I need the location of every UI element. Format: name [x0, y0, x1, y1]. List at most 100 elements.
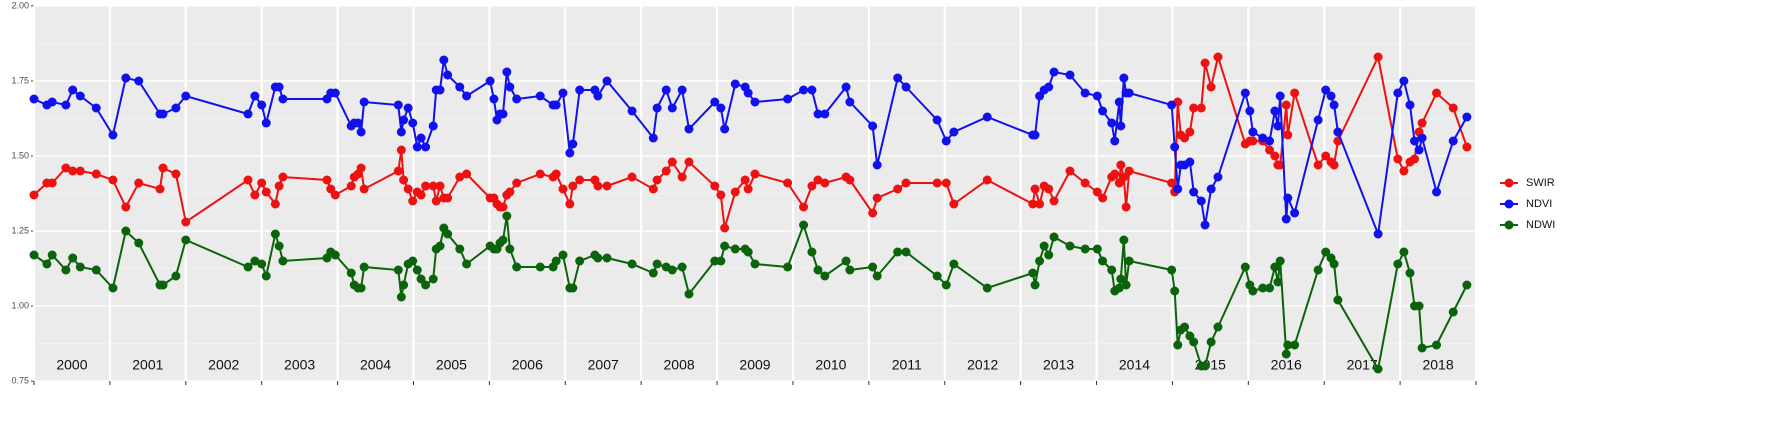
point — [1196, 103, 1206, 113]
point — [274, 82, 284, 92]
point — [1116, 160, 1126, 170]
point — [901, 247, 911, 257]
point — [134, 238, 144, 248]
point — [652, 175, 662, 185]
point — [257, 100, 267, 110]
point — [1114, 283, 1124, 293]
point — [1275, 256, 1285, 266]
point — [716, 103, 726, 113]
point — [353, 118, 363, 128]
legend-marker — [1504, 220, 1514, 230]
point — [1116, 121, 1126, 131]
point — [29, 250, 39, 260]
point — [684, 124, 694, 134]
legend-marker — [1504, 178, 1514, 188]
point — [1092, 187, 1102, 197]
point — [1114, 97, 1124, 107]
point — [250, 190, 260, 200]
point — [710, 181, 720, 191]
point — [1283, 193, 1293, 203]
point — [1275, 160, 1285, 170]
point — [181, 91, 191, 101]
point — [431, 196, 441, 206]
point — [330, 88, 340, 98]
point — [61, 100, 71, 110]
point — [813, 265, 823, 275]
point — [1410, 136, 1420, 146]
point — [243, 109, 253, 119]
point — [893, 73, 903, 83]
point — [1245, 106, 1255, 116]
point — [399, 280, 409, 290]
point — [684, 157, 694, 167]
point — [1030, 184, 1040, 194]
point — [893, 247, 903, 257]
point — [1167, 265, 1177, 275]
point — [274, 241, 284, 251]
point — [868, 121, 878, 131]
point — [1290, 208, 1300, 218]
point — [661, 85, 671, 95]
point — [462, 259, 472, 269]
legend-label: SWIR — [1526, 177, 1555, 189]
point — [799, 202, 809, 212]
point — [1167, 178, 1177, 188]
point — [1180, 322, 1190, 332]
point — [820, 271, 830, 281]
point — [1321, 85, 1331, 95]
point — [1448, 103, 1458, 113]
point — [1196, 196, 1206, 206]
point — [667, 103, 677, 113]
point — [1167, 100, 1177, 110]
year-label: 2000 — [56, 357, 87, 373]
point — [1414, 301, 1424, 311]
point — [901, 178, 911, 188]
year-label: 2007 — [588, 357, 619, 373]
point — [443, 229, 453, 239]
year-label: 2002 — [208, 357, 239, 373]
point — [1065, 166, 1075, 176]
point — [872, 271, 882, 281]
y-tick-label: 1.25 — [11, 225, 29, 235]
point — [1098, 106, 1108, 116]
point — [1333, 295, 1343, 305]
point — [558, 88, 568, 98]
point — [455, 244, 465, 254]
point — [1448, 307, 1458, 317]
point — [512, 178, 522, 188]
point — [158, 163, 168, 173]
point — [356, 163, 366, 173]
point — [47, 178, 57, 188]
legend-label: NDVI — [1526, 198, 1552, 210]
point — [393, 166, 403, 176]
point — [356, 283, 366, 293]
point — [1173, 340, 1183, 350]
point — [134, 76, 144, 86]
year-label: 2011 — [892, 357, 922, 373]
point — [730, 244, 740, 254]
point — [261, 271, 271, 281]
point — [257, 178, 267, 188]
point — [568, 139, 578, 149]
point — [1170, 286, 1180, 296]
point — [75, 166, 85, 176]
point — [1373, 52, 1383, 62]
point — [91, 169, 101, 179]
point — [1326, 91, 1336, 101]
point — [435, 85, 445, 95]
point — [421, 142, 431, 152]
point — [270, 199, 280, 209]
point — [1281, 349, 1291, 359]
point — [1119, 73, 1129, 83]
point — [421, 280, 431, 290]
point — [121, 226, 131, 236]
point — [428, 121, 438, 131]
point — [359, 184, 369, 194]
point — [677, 172, 687, 182]
point — [1039, 241, 1049, 251]
point — [982, 175, 992, 185]
point — [498, 202, 508, 212]
point — [1393, 88, 1403, 98]
point — [1200, 58, 1210, 68]
point — [1283, 340, 1293, 350]
